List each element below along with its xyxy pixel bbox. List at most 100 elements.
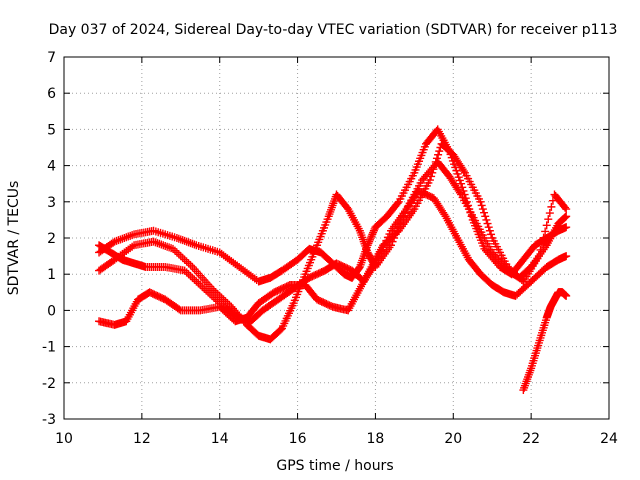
data-point [200,284,209,293]
data-point-interp [480,208,489,217]
data-point-interp [478,205,487,214]
y-tick-label: 4 [47,159,56,175]
series-track-5 [519,288,571,395]
data-point [534,252,543,261]
data-point-interp [190,275,199,284]
data-point-interp [455,188,464,197]
y-tick-label: 6 [47,86,56,102]
data-point [457,179,466,188]
data-point-interp [560,213,569,222]
data-point [180,266,189,275]
data-point [562,252,571,261]
data-point [172,234,181,242]
y-tick-label: -2 [42,376,56,392]
y-tick-label: 1 [47,267,56,283]
data-point-interp [209,293,218,302]
data-point-interp [477,201,486,210]
data-point-interp [481,212,490,221]
data-point-interp [184,238,193,247]
data-point [207,284,216,293]
data-point-interp [482,215,491,224]
data-point-interp [213,290,222,299]
x-tick-label: 20 [444,431,462,447]
data-point-interp [204,288,213,297]
data-point-interp [122,233,131,242]
data-point-interp [184,270,193,279]
data-point-interp [175,305,184,314]
x-tick-label: 18 [367,431,385,447]
data-point-interp [128,242,137,251]
data-point-interp [172,248,181,257]
data-point [476,197,485,206]
series-track-4 [95,139,571,329]
data-point-interp [178,253,187,262]
data-point-interp [109,238,118,247]
data-point [562,291,571,300]
x-tick-label: 10 [55,431,73,447]
data-point-interp [163,242,172,251]
data-point-interp [207,291,216,300]
data-point-interp [209,286,218,295]
data-point-interp [427,172,436,181]
y-axis-label: SDTVAR / TECUs [6,181,22,296]
data-point-interp [182,268,191,277]
data-point-interp [202,286,211,295]
data-point-interp [434,150,443,159]
x-tick-label: 24 [600,431,618,447]
data-point-interp [151,238,160,247]
x-tick-label: 12 [133,431,151,447]
data-point-interp [174,250,183,259]
data-point-interp [368,230,377,239]
data-point-interp [196,281,205,290]
data-point-interp [459,167,468,176]
data-point-interp [485,226,494,235]
x-tick-label: 22 [522,431,540,447]
data-point-interp [128,231,137,240]
data-point-interp [186,261,195,270]
data-point-interp [432,154,441,163]
data-point [110,237,119,246]
data-point-interp [541,227,550,236]
y-tick-label: -3 [42,412,56,428]
data-point-interp [211,295,220,304]
data-point-interp [215,291,224,300]
series-track-1 [95,125,571,286]
data-point-interp [561,213,570,222]
data-point [149,237,158,246]
data-point-interp [223,299,232,308]
data-point-interp [188,239,197,248]
data-point-interp [124,232,133,241]
data-point-interp [561,203,570,212]
y-tick-label: 2 [47,231,56,247]
data-point-interp [198,282,207,291]
data-point-interp [542,221,551,230]
chart-title: Day 037 of 2024, Sidereal Day-to-day VTE… [49,22,618,38]
data-point-interp [538,239,547,248]
data-point-interp [155,239,164,248]
data-point-interp [182,237,191,246]
y-tick-label: -1 [42,340,56,356]
data-point-interp [165,243,174,252]
data-point [562,223,571,232]
data-point [387,241,395,250]
data-point-interp [219,295,228,304]
data-point [562,212,571,221]
data-point-interp [161,241,170,250]
data-point [562,205,571,214]
data-point-interp [182,257,191,266]
data-point-interp [184,259,193,268]
data-point [425,176,434,185]
data-point-interp [483,219,492,228]
data-point-interp [176,235,185,244]
series-layer [95,125,571,395]
data-point-interp [192,277,201,286]
data-point-interp [178,236,187,245]
data-point-interp [157,240,166,249]
data-point-interp [211,288,220,297]
data-point-interp [186,239,195,248]
data-point-interp [369,226,378,235]
data-point-interp [194,279,203,288]
data-point-interp [365,235,374,244]
data-point-interp [428,168,437,177]
